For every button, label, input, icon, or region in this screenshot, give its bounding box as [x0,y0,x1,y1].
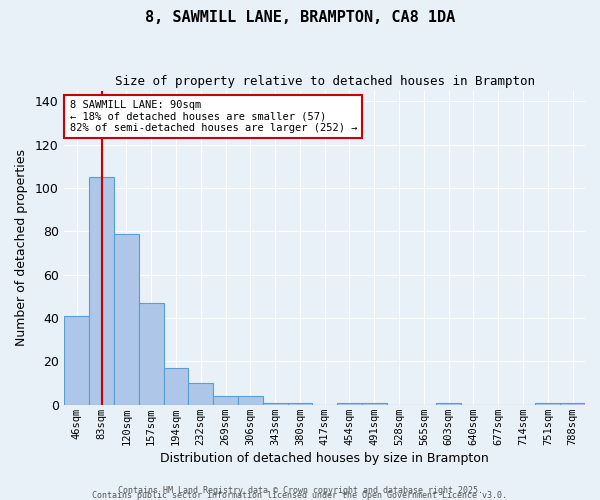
Bar [560,402,585,405]
X-axis label: Distribution of detached houses by size in Brampton: Distribution of detached houses by size … [160,452,489,465]
Text: 8 SAWMILL LANE: 90sqm
← 18% of detached houses are smaller (57)
82% of semi-deta: 8 SAWMILL LANE: 90sqm ← 18% of detached … [70,100,357,133]
Bar [337,402,362,405]
Text: Contains HM Land Registry data © Crown copyright and database right 2025.: Contains HM Land Registry data © Crown c… [118,486,482,495]
Bar [164,368,188,405]
Bar [238,396,263,405]
Text: 8, SAWMILL LANE, BRAMPTON, CA8 1DA: 8, SAWMILL LANE, BRAMPTON, CA8 1DA [145,10,455,25]
Bar [114,234,139,405]
Y-axis label: Number of detached properties: Number of detached properties [15,149,28,346]
Bar [188,383,213,405]
Bar [213,396,238,405]
Text: Contains public sector information licensed under the Open Government Licence v3: Contains public sector information licen… [92,491,508,500]
Bar [263,402,287,405]
Bar [287,402,312,405]
Title: Size of property relative to detached houses in Brampton: Size of property relative to detached ho… [115,75,535,88]
Bar [64,316,89,405]
Bar [139,303,164,405]
Bar [89,177,114,405]
Bar [535,402,560,405]
Bar [362,402,386,405]
Bar [436,402,461,405]
